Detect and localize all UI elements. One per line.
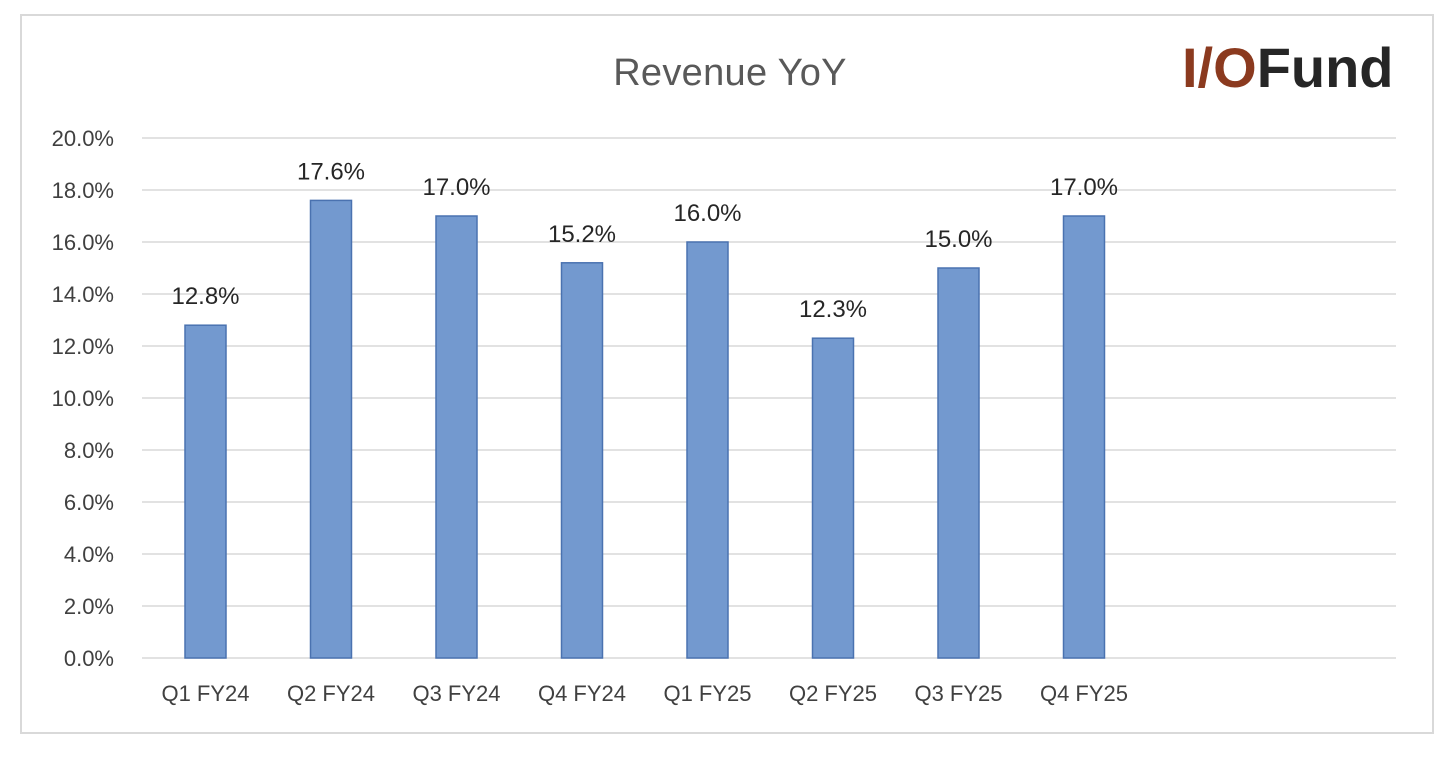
data-label: 15.0% (924, 226, 992, 253)
y-tick-label: 20.0% (52, 126, 114, 151)
y-tick-label: 14.0% (52, 282, 114, 307)
y-tick-label: 10.0% (52, 386, 114, 411)
data-label: 17.0% (1050, 174, 1118, 201)
y-tick-label: 0.0% (64, 646, 114, 671)
x-tick-label: Q3 FY25 (914, 681, 1002, 706)
y-tick-label: 18.0% (52, 178, 114, 203)
bar (1062, 215, 1106, 659)
bars (184, 199, 1106, 659)
y-tick-label: 4.0% (64, 542, 114, 567)
y-tick-label: 2.0% (64, 594, 114, 619)
bar (184, 324, 227, 659)
data-label: 17.0% (422, 174, 490, 201)
bar (811, 337, 855, 659)
y-axis-ticks: 0.0% 2.0% 4.0% 6.0% 8.0% 10.0% 12.0% 14.0% 16.0%… (52, 126, 114, 671)
logo-rest-text: Fund (1256, 36, 1394, 99)
x-tick-label: Q2 FY24 (287, 681, 375, 706)
bar (309, 199, 353, 659)
x-axis-ticks: Q1 FY24 Q2 FY24 Q3 FY24 Q4 FY24 Q1 FY25 Q2 FY… (161, 681, 1128, 706)
data-label: 12.8% (171, 283, 239, 310)
data-label: 15.2% (548, 221, 616, 248)
chart-title: Revenue YoY (613, 52, 847, 94)
x-tick-label: Q3 FY24 (412, 681, 500, 706)
y-tick-label: 8.0% (64, 438, 114, 463)
y-tick-label: 6.0% (64, 490, 114, 515)
y-tick-label: 12.0% (52, 334, 114, 359)
data-label: 17.6% (297, 158, 365, 185)
x-tick-label: Q2 FY25 (789, 681, 877, 706)
x-tick-label: Q4 FY24 (538, 681, 626, 706)
logo-accent-text: I/O (1182, 36, 1257, 99)
bar (686, 241, 729, 659)
data-label: 12.3% (799, 296, 867, 323)
bar (560, 262, 604, 659)
x-tick-label: Q4 FY25 (1040, 681, 1128, 706)
bar (937, 267, 980, 659)
data-label: 16.0% (673, 200, 741, 227)
data-labels: 12.8% 17.6% 17.0% 15.2% 16.0% 12.3% 15.0% 17.0% (171, 158, 1118, 323)
io-fund-logo: I/OFund (1182, 40, 1394, 96)
y-tick-label: 16.0% (52, 230, 114, 255)
bar (435, 215, 478, 659)
x-tick-label: Q1 FY24 (161, 681, 249, 706)
x-tick-label: Q1 FY25 (663, 681, 751, 706)
